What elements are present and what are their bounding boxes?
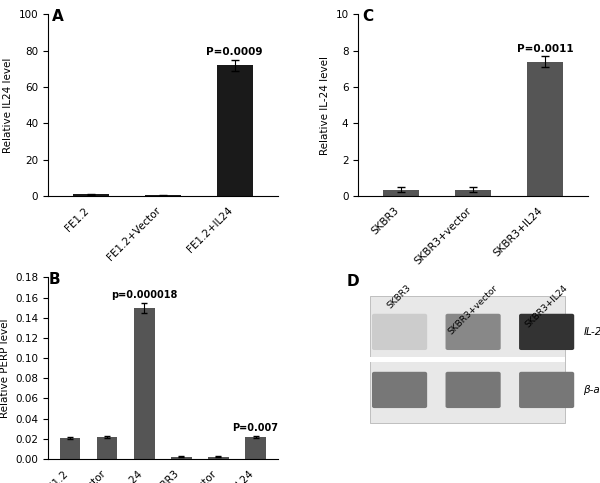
Bar [208,457,229,459]
Text: p=0.000018: p=0.000018 [111,290,178,299]
Text: B: B [49,272,61,287]
Bar [527,62,563,196]
FancyBboxPatch shape [519,314,574,350]
FancyBboxPatch shape [446,314,500,350]
Text: P=0.0011: P=0.0011 [517,43,573,54]
FancyBboxPatch shape [372,314,427,350]
Text: IL-24: IL-24 [583,327,600,337]
Text: D: D [347,274,359,289]
Bar [217,65,253,196]
Y-axis label: Relative IL-24 level: Relative IL-24 level [320,56,330,155]
Y-axis label: Relative IL24 level: Relative IL24 level [3,57,13,153]
Bar [145,195,181,196]
FancyBboxPatch shape [519,372,574,408]
Bar [171,457,191,459]
Bar [370,357,565,362]
Text: P=0.007: P=0.007 [233,423,278,433]
Text: SKBR3+IL24: SKBR3+IL24 [524,283,569,329]
Bar [383,189,419,196]
Bar [134,308,155,459]
Text: P=0.0009: P=0.0009 [206,47,263,57]
Text: C: C [362,9,373,24]
Bar [370,296,565,423]
Text: SKBR3+vector: SKBR3+vector [446,283,500,336]
Bar [97,437,118,459]
Bar [60,438,80,459]
FancyBboxPatch shape [372,372,427,408]
Y-axis label: Relative PERP level: Relative PERP level [0,318,10,418]
Text: A: A [52,9,64,24]
Bar [73,195,109,196]
Bar [455,189,491,196]
Text: SKBR3: SKBR3 [386,283,413,310]
Bar [245,437,266,459]
FancyBboxPatch shape [446,372,500,408]
Text: β-actin: β-actin [583,385,600,395]
